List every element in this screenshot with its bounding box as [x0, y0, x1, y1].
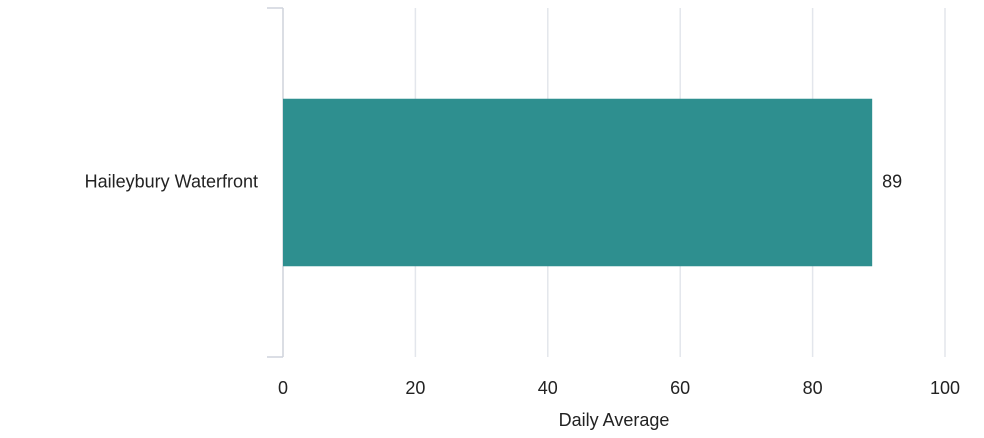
bars: 89 [283, 98, 902, 267]
data-label: 89 [882, 171, 902, 191]
bar [283, 98, 873, 267]
x-tick-label: 80 [803, 378, 823, 398]
x-tick-label: 60 [670, 378, 690, 398]
y-axis [267, 7, 284, 358]
x-tick-label: 100 [930, 378, 960, 398]
x-tick-label: 40 [538, 378, 558, 398]
x-tick-labels: 0 20 40 60 80 100 [278, 378, 960, 398]
category-labels: Haileybury Waterfront [85, 171, 258, 191]
x-tick-label: 0 [278, 378, 288, 398]
x-tick-label: 20 [405, 378, 425, 398]
category-label: Haileybury Waterfront [85, 171, 258, 191]
x-axis-title: Daily Average [559, 410, 670, 430]
